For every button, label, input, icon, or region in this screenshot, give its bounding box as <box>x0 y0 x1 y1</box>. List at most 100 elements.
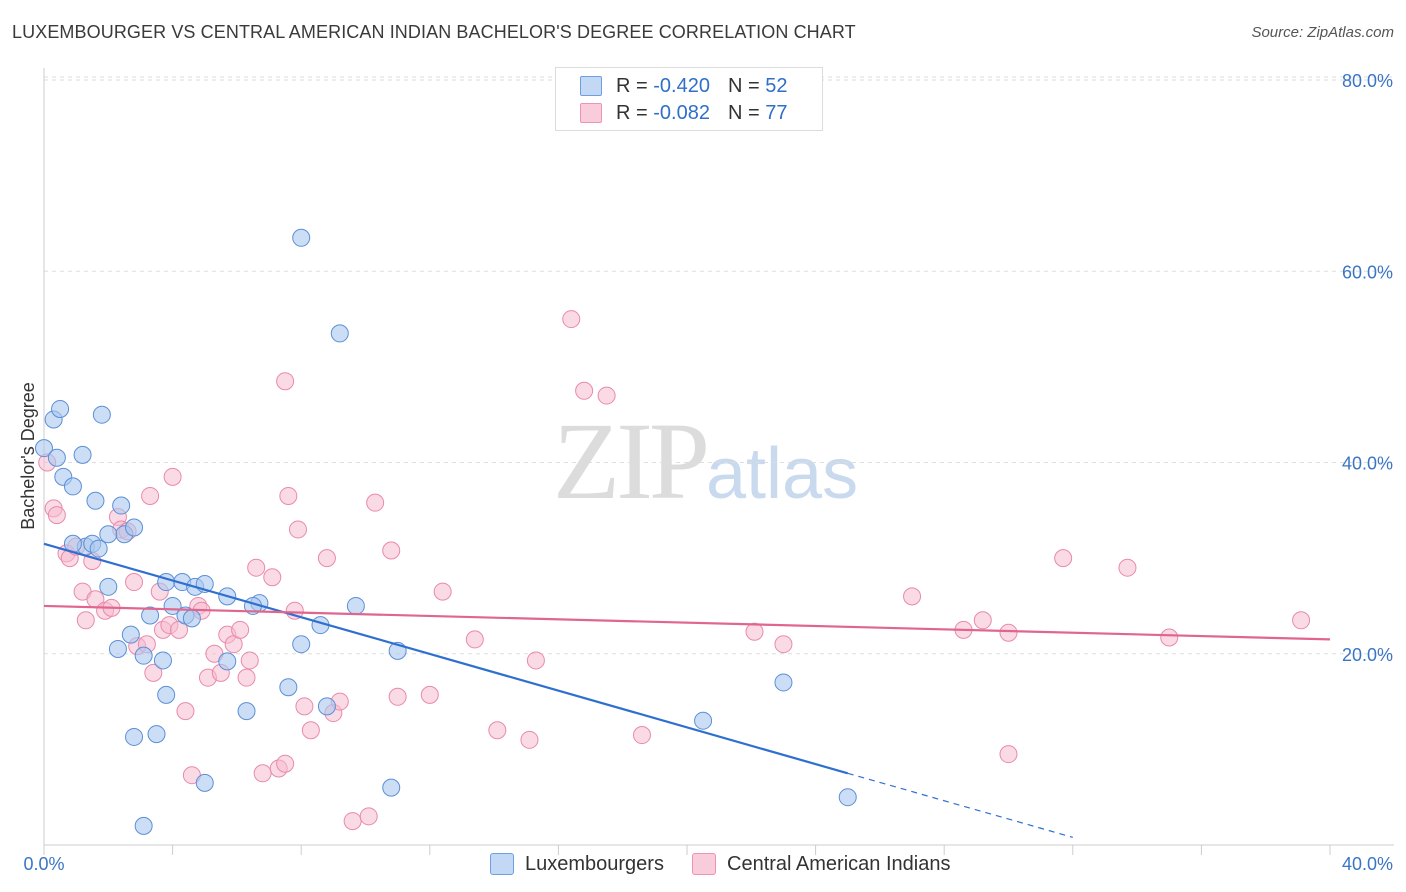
point-luxembourgers <box>382 778 401 797</box>
series-central-american-indians <box>38 310 1311 831</box>
point-luxembourgers <box>99 525 118 544</box>
legend: R = -0.420 N = 52 R = -0.082 N = 77 <box>555 67 823 131</box>
point-central-american-indians <box>632 726 651 745</box>
bottom-legend-label-luxembourgers: Luxembourgers <box>525 852 664 875</box>
point-luxembourgers <box>108 639 127 658</box>
point-luxembourgers <box>694 711 713 730</box>
point-luxembourgers <box>141 606 160 625</box>
point-luxembourgers <box>63 477 82 496</box>
point-central-american-indians <box>420 685 439 704</box>
legend-r-value: -0.082 <box>653 101 710 124</box>
point-central-american-indians <box>231 620 250 639</box>
point-luxembourgers <box>346 596 365 615</box>
point-central-american-indians <box>253 764 272 783</box>
point-central-american-indians <box>520 730 539 749</box>
legend-swatch-blue <box>580 76 602 96</box>
y-tick-label: 40.0% <box>1342 454 1393 474</box>
point-luxembourgers <box>279 678 298 697</box>
point-central-american-indians <box>1160 628 1179 647</box>
point-luxembourgers <box>86 491 105 510</box>
point-luxembourgers <box>237 702 256 721</box>
point-central-american-indians <box>288 520 307 539</box>
y-tick-label: 60.0% <box>1342 262 1393 282</box>
point-central-american-indians <box>366 493 385 512</box>
point-luxembourgers <box>153 651 172 670</box>
y-tick-label: 20.0% <box>1342 645 1393 665</box>
point-central-american-indians <box>488 721 507 740</box>
point-central-american-indians <box>141 486 160 505</box>
trend-line-central-american-indians <box>43 604 1331 641</box>
point-luxembourgers <box>134 646 153 665</box>
point-luxembourgers <box>147 725 166 744</box>
source-credit: Source: ZipAtlas.com <box>1251 24 1394 41</box>
legend-n-value: 77 <box>765 101 788 124</box>
point-luxembourgers <box>182 609 201 628</box>
point-central-american-indians <box>240 651 259 670</box>
point-luxembourgers <box>35 439 53 458</box>
bottom-legend-label-central-american-indians: Central American Indians <box>727 852 951 875</box>
bottom-legend-swatch-pink <box>692 853 716 875</box>
legend-r-label: R = <box>616 74 654 97</box>
point-central-american-indians <box>388 687 407 706</box>
point-central-american-indians <box>279 486 298 505</box>
point-luxembourgers <box>838 788 857 807</box>
point-central-american-indians <box>317 549 336 568</box>
series-luxembourgers <box>35 228 857 835</box>
watermark-atlas: atlas <box>706 434 859 514</box>
point-central-american-indians <box>774 635 793 654</box>
point-central-american-indians <box>125 573 144 592</box>
point-central-american-indians <box>176 702 195 721</box>
legend-n-label: N = <box>727 74 766 97</box>
watermark-zip: ZIP <box>553 400 710 522</box>
point-central-american-indians <box>276 372 295 391</box>
point-luxembourgers <box>195 773 214 792</box>
bottom-legend-luxembourgers: Luxembourgers <box>490 851 664 877</box>
legend-row-central-american-indians: R = -0.082 N = 77 <box>580 101 787 125</box>
point-central-american-indians <box>237 668 256 687</box>
bottom-legend-swatch-blue <box>490 853 514 875</box>
point-luxembourgers <box>112 496 131 515</box>
point-luxembourgers <box>73 445 92 464</box>
point-luxembourgers <box>317 697 336 716</box>
point-central-american-indians <box>276 754 295 773</box>
point-central-american-indians <box>1054 549 1073 568</box>
point-central-american-indians <box>575 381 594 400</box>
grid-layer <box>44 76 1394 655</box>
legend-r-label: R = <box>616 101 654 124</box>
point-central-american-indians <box>973 611 992 630</box>
point-luxembourgers <box>47 448 66 467</box>
point-central-american-indians <box>562 310 581 329</box>
point-central-american-indians <box>1118 558 1137 577</box>
point-luxembourgers <box>157 685 176 704</box>
point-central-american-indians <box>999 623 1018 642</box>
chart-title: LUXEMBOURGER VS CENTRAL AMERICAN INDIAN … <box>12 22 856 42</box>
point-central-american-indians <box>343 812 362 831</box>
point-central-american-indians <box>247 558 266 577</box>
point-central-american-indians <box>433 582 452 601</box>
point-central-american-indians <box>295 697 314 716</box>
legend-n-value: 52 <box>765 74 788 97</box>
point-luxembourgers <box>292 635 311 654</box>
point-central-american-indians <box>526 651 545 670</box>
watermark: ZIPatlas <box>553 398 858 525</box>
point-central-american-indians <box>76 611 95 630</box>
point-central-american-indians <box>999 745 1018 764</box>
point-luxembourgers <box>92 405 111 424</box>
point-central-american-indians <box>144 663 163 682</box>
point-central-american-indians <box>465 630 484 649</box>
point-luxembourgers <box>125 518 144 537</box>
x-tick-label: 0.0% <box>23 854 64 874</box>
point-central-american-indians <box>263 568 282 587</box>
point-central-american-indians <box>301 721 320 740</box>
point-luxembourgers <box>125 727 144 746</box>
legend-n-label: N = <box>727 101 766 124</box>
tick-labels: 20.0% 40.0% 60.0% 80.0% 0.0% 40.0% <box>23 71 1393 874</box>
point-central-american-indians <box>1292 611 1311 630</box>
point-luxembourgers <box>218 652 237 671</box>
legend-r-value: -0.420 <box>653 74 710 97</box>
point-luxembourgers <box>774 673 793 692</box>
point-central-american-indians <box>903 587 922 606</box>
point-central-american-indians <box>745 622 764 641</box>
point-luxembourgers <box>330 324 349 343</box>
